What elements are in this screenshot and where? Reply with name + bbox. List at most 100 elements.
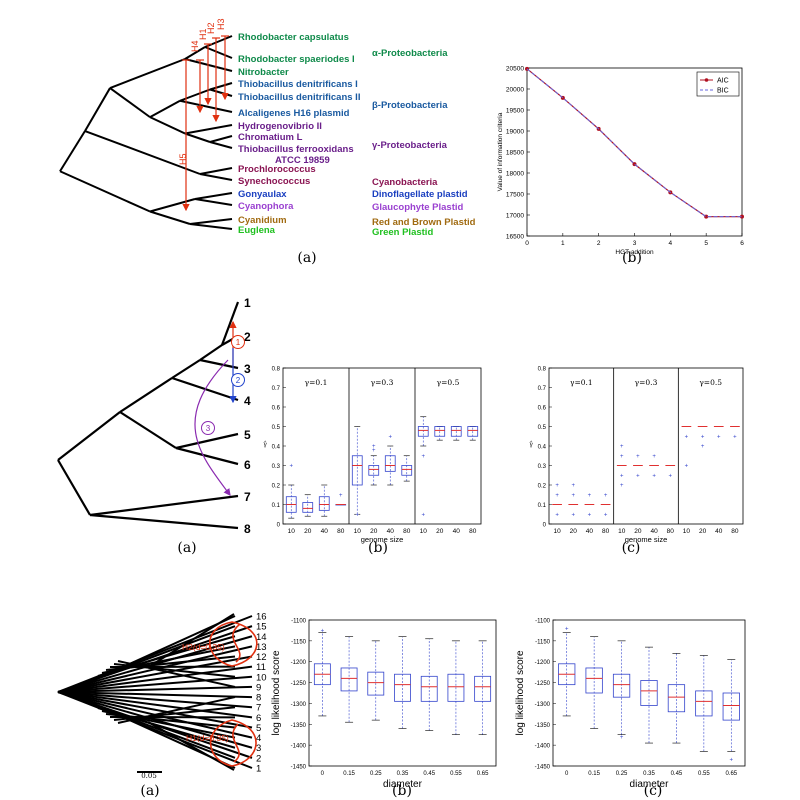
x-tick-label: 0.25 bbox=[370, 771, 382, 777]
clade-label: γ-Proteobacteria bbox=[372, 140, 448, 151]
tree-branch bbox=[57, 691, 253, 729]
tree-branch bbox=[189, 223, 233, 230]
box-body bbox=[667, 684, 686, 713]
y-tick-label: 0.4 bbox=[272, 445, 281, 451]
y-tick-label: 0.2 bbox=[538, 484, 547, 490]
box-outlier: + bbox=[555, 512, 559, 518]
x-tick-label: 0.35 bbox=[643, 771, 655, 777]
tree-branch bbox=[109, 87, 151, 118]
box-outlier: + bbox=[620, 473, 624, 479]
x-tick-label: 40 bbox=[650, 528, 658, 535]
tree-branch bbox=[184, 124, 233, 135]
taxon-label: Hydrogenovibrio II bbox=[238, 121, 322, 132]
y-tick-label: 0.7 bbox=[272, 386, 281, 392]
leaf-label: 7 bbox=[244, 490, 251, 504]
y-tick-label: 17500 bbox=[506, 192, 524, 199]
clade-label: Dinoflagellate plastid bbox=[372, 189, 468, 200]
hgt-label: H3 bbox=[216, 18, 226, 30]
box-outlier: + bbox=[620, 483, 624, 489]
x-tick-label: 3 bbox=[633, 240, 637, 247]
tree-branch bbox=[84, 130, 201, 175]
x-tick-label: 10 bbox=[354, 528, 362, 535]
taxon-label: Thiobacillus ferrooxidans bbox=[238, 144, 354, 155]
x-tick-label: 40 bbox=[453, 528, 461, 535]
tree-branch bbox=[199, 344, 223, 361]
box-outlier: + bbox=[652, 473, 656, 479]
x-tick-label: 20 bbox=[304, 528, 312, 535]
y-tick-label: -1100 bbox=[535, 619, 551, 625]
box-outlier: + bbox=[717, 434, 721, 440]
y-tick-label: 0.2 bbox=[272, 484, 281, 490]
box-body bbox=[340, 667, 358, 692]
box-body bbox=[367, 671, 385, 696]
x-tick-label: 0.35 bbox=[397, 771, 409, 777]
box-outlier: + bbox=[604, 493, 608, 499]
y-tick-label: 0.3 bbox=[538, 464, 547, 470]
tree-branch bbox=[199, 358, 239, 370]
hgt-annotation: H2(d=0.35) bbox=[182, 642, 225, 652]
taxon-label: Synechococcus bbox=[238, 176, 310, 187]
tree-branch bbox=[59, 130, 86, 172]
tree-branch bbox=[57, 411, 121, 461]
x-axis-label: genome size bbox=[625, 535, 668, 544]
tree-branch bbox=[175, 432, 239, 450]
hgt-label: H1 bbox=[198, 28, 208, 40]
x-tick-label: 10 bbox=[288, 528, 296, 535]
tree-branch bbox=[149, 198, 196, 213]
leaf-label: 1 bbox=[256, 764, 261, 775]
clade-label: α-Proteobacteria bbox=[372, 48, 448, 59]
x-tick-label: 10 bbox=[553, 528, 561, 535]
leaf-label: 16 bbox=[256, 612, 267, 623]
y-tick-label: 0.1 bbox=[272, 503, 281, 509]
y-tick-label: -1300 bbox=[291, 702, 307, 708]
box-body bbox=[394, 673, 411, 702]
box-outlier: + bbox=[636, 454, 640, 460]
y-tick-label: -1400 bbox=[535, 744, 551, 750]
scale-label: 0.05 bbox=[141, 772, 157, 780]
x-tick-label: 80 bbox=[403, 528, 411, 535]
tree-branch bbox=[149, 116, 186, 135]
y-tick-label: -1450 bbox=[535, 765, 551, 771]
box-outlier: + bbox=[372, 448, 376, 454]
box-body bbox=[368, 465, 380, 476]
y-tick-label: -1400 bbox=[291, 744, 307, 750]
tree-branch bbox=[109, 58, 186, 89]
y-tick-label: 0.6 bbox=[538, 406, 547, 412]
leaf-label: 10 bbox=[256, 672, 267, 683]
leaf-label: 8 bbox=[244, 522, 251, 536]
y-tick-label: 0.4 bbox=[538, 445, 547, 451]
x-tick-label: 40 bbox=[321, 528, 329, 535]
box-outlier: + bbox=[555, 493, 559, 499]
plot-frame bbox=[548, 367, 744, 525]
tree-branch bbox=[194, 192, 233, 200]
clade-label: β-Proteobacteria bbox=[372, 100, 448, 111]
tree-branch bbox=[149, 99, 181, 119]
y-tick-label: 0.7 bbox=[538, 386, 547, 392]
y-tick-label: 0.8 bbox=[538, 367, 547, 373]
transfer-label: 3 bbox=[206, 424, 211, 433]
x-tick-label: 0 bbox=[565, 771, 569, 777]
transfer-marker bbox=[201, 421, 215, 435]
box-outlier: + bbox=[701, 434, 705, 440]
box-outlier: + bbox=[685, 434, 689, 440]
tree-branch bbox=[57, 675, 253, 693]
gamma-box-chart: 0 0.1 0.2 0.3 0.4 0.5 0.6 0.7 0.8 γ̂ γ=0.1 +10 20 40 +… bbox=[263, 367, 482, 544]
x-tick-label: 40 bbox=[387, 528, 395, 535]
box-body bbox=[474, 675, 492, 702]
hgt-label: H5 bbox=[178, 153, 188, 165]
tree-branch bbox=[89, 494, 239, 517]
x-tick-label: 40 bbox=[586, 528, 594, 535]
x-tick-label: 6 bbox=[740, 240, 744, 247]
legend-label: BIC bbox=[717, 88, 729, 95]
caption-row3-c: (c) bbox=[644, 783, 663, 799]
tree-branch bbox=[194, 198, 233, 206]
box-outlier: + bbox=[565, 626, 569, 632]
transfer-label: 1 bbox=[236, 338, 241, 347]
tree-branch bbox=[179, 88, 211, 102]
y-tick-label: 0.6 bbox=[272, 406, 281, 412]
x-tick-label: 10 bbox=[618, 528, 626, 535]
gamma-flat-chart: 0 0.1 0.2 0.3 0.4 0.5 0.6 0.7 0.8 γ̂ γ=0.1 + + +10 + + +… bbox=[529, 367, 744, 544]
tree-branch bbox=[149, 210, 191, 225]
x-tick-label: 0.65 bbox=[477, 771, 489, 777]
loglik-box-chart-c: -1100 -1150 -1200 -1250 -1300 -1350 -1400 -1450… bbox=[515, 619, 746, 790]
